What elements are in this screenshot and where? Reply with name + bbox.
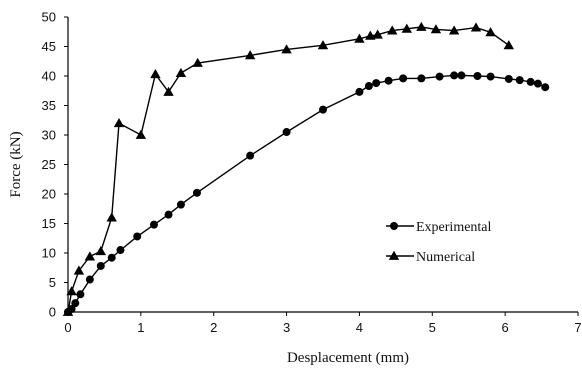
data-point-experimental xyxy=(149,220,158,229)
data-point-experimental xyxy=(133,232,142,241)
legend-marker-numerical xyxy=(388,250,400,260)
x-tick-label: 0 xyxy=(64,320,71,335)
data-point-numerical xyxy=(470,22,482,32)
data-point-numerical xyxy=(485,27,496,37)
data-point-experimental xyxy=(355,87,364,96)
data-point-experimental xyxy=(486,72,495,81)
data-point-numerical xyxy=(66,286,77,296)
data-point-experimental xyxy=(504,74,513,83)
x-tick-label: 1 xyxy=(137,320,144,335)
data-point-experimental xyxy=(164,210,173,219)
data-point-experimental xyxy=(384,76,393,85)
y-tick-label: 5 xyxy=(49,275,56,290)
data-point-numerical xyxy=(150,69,161,79)
data-point-experimental xyxy=(364,82,373,91)
data-point-experimental xyxy=(71,299,80,308)
data-point-numerical xyxy=(503,40,514,50)
legend-label-experimental: Experimental xyxy=(416,220,492,235)
x-tick-label: 3 xyxy=(283,320,290,335)
data-point-numerical xyxy=(401,23,412,33)
data-point-experimental xyxy=(526,77,535,86)
y-tick-label: 15 xyxy=(42,216,56,231)
data-point-numerical xyxy=(430,24,442,34)
y-tick-label: 30 xyxy=(42,128,56,143)
data-point-numerical xyxy=(387,25,398,35)
y-tick-label: 45 xyxy=(42,39,56,54)
data-point-numerical xyxy=(84,251,96,261)
legend-item-experimental: Experimental xyxy=(386,220,492,235)
data-point-experimental xyxy=(107,253,116,262)
data-point-experimental xyxy=(473,72,482,80)
legend-item-numerical: Numerical xyxy=(386,250,475,265)
y-tick-label: 0 xyxy=(49,305,56,320)
x-tick-label: 5 xyxy=(429,320,436,335)
x-axis-title: Desplacement (mm) xyxy=(287,350,409,366)
data-point-experimental xyxy=(457,71,466,80)
data-point-experimental xyxy=(372,79,381,88)
y-tick-label: 20 xyxy=(42,187,56,202)
series-line-numerical xyxy=(67,26,510,313)
y-tick-label: 40 xyxy=(42,69,56,84)
data-point-numerical xyxy=(365,30,376,40)
legend: Experimental Numerical xyxy=(386,220,492,265)
legend-label-numerical: Numerical xyxy=(416,250,475,265)
data-point-experimental xyxy=(435,72,444,81)
data-point-numerical xyxy=(354,33,365,43)
data-point-numerical xyxy=(416,21,427,31)
series-line-experimental xyxy=(67,74,546,313)
data-point-numerical xyxy=(113,118,125,128)
data-point-experimental xyxy=(541,83,550,92)
data-point-numerical xyxy=(244,50,256,60)
y-axis-title: Force (kN) xyxy=(8,131,24,197)
y-tick-label: 35 xyxy=(42,98,56,113)
data-point-experimental xyxy=(246,151,255,160)
data-point-experimental xyxy=(96,261,105,270)
data-point-experimental xyxy=(399,74,408,83)
data-point-numerical xyxy=(317,40,329,50)
y-tick-label: 10 xyxy=(42,246,56,261)
data-point-numerical xyxy=(95,246,106,256)
series-experimental xyxy=(64,71,550,316)
data-point-experimental xyxy=(319,105,327,114)
data-point-experimental xyxy=(85,275,94,284)
data-point-experimental xyxy=(76,290,85,299)
y-tick-label: 50 xyxy=(42,10,56,25)
data-point-numerical xyxy=(448,25,460,35)
data-point-experimental xyxy=(176,200,185,209)
data-point-experimental xyxy=(282,128,291,137)
legend-marker-experimental xyxy=(390,222,398,230)
x-tick-label: 7 xyxy=(574,320,581,335)
data-point-numerical xyxy=(106,212,117,222)
data-point-experimental xyxy=(116,246,125,255)
data-point-experimental xyxy=(450,71,459,80)
data-point-numerical xyxy=(135,129,147,139)
data-point-numerical xyxy=(281,44,292,54)
y-tick-label: 25 xyxy=(42,157,56,172)
data-point-numerical xyxy=(175,67,187,77)
data-point-numerical xyxy=(163,86,174,96)
data-point-experimental xyxy=(515,76,524,85)
data-point-numerical xyxy=(62,306,74,316)
series-layer xyxy=(62,21,550,316)
series-numerical xyxy=(62,21,514,316)
data-point-numerical xyxy=(372,29,383,39)
data-point-numerical xyxy=(192,57,203,67)
data-point-experimental xyxy=(533,79,542,88)
x-tick-label: 2 xyxy=(210,320,217,335)
data-point-experimental xyxy=(417,74,426,83)
data-point-experimental xyxy=(192,188,201,197)
x-tick-label: 6 xyxy=(502,320,509,335)
data-point-numerical xyxy=(73,265,85,275)
x-tick-label: 4 xyxy=(356,320,363,335)
